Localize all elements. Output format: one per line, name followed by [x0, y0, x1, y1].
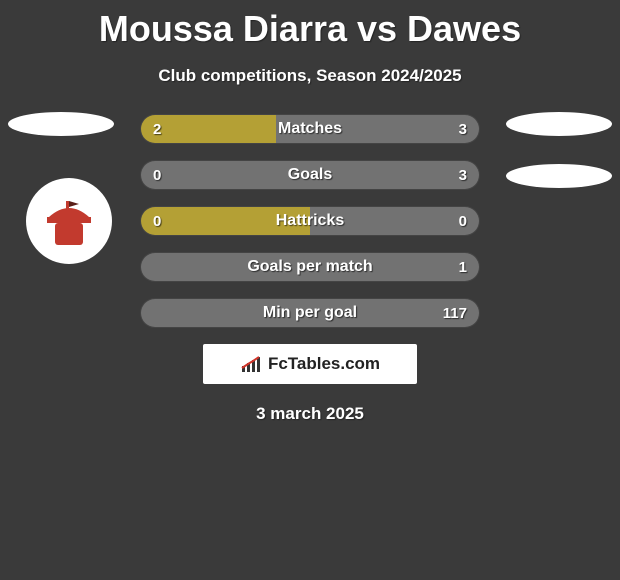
stat-label: Goals per match — [141, 253, 479, 281]
stat-value-right: 117 — [443, 299, 467, 327]
subtitle: Club competitions, Season 2024/2025 — [0, 66, 620, 86]
stat-value-right: 3 — [459, 115, 467, 143]
stat-value-right: 1 — [459, 253, 467, 281]
stat-value-left: 2 — [153, 115, 161, 143]
stat-row: Min per goal117 — [140, 298, 480, 328]
stat-row: Matches2 3 — [140, 114, 480, 144]
player-right-placeholder — [506, 112, 612, 136]
attribution-text: FcTables.com — [268, 354, 380, 374]
stat-value-left: 0 — [153, 161, 161, 189]
stat-label: Matches — [141, 115, 479, 143]
attribution-badge: FcTables.com — [203, 344, 417, 384]
page-title: Moussa Diarra vs Dawes — [0, 0, 620, 50]
comparison-content: Matches23Goals03Hattricks00Goals per mat… — [0, 114, 620, 424]
stat-label: Goals — [141, 161, 479, 189]
team-left-badge — [26, 178, 112, 264]
fort-icon — [41, 193, 97, 249]
stat-row: Goals per match1 — [140, 252, 480, 282]
stats-bars: Matches23Goals03Hattricks00Goals per mat… — [140, 114, 480, 328]
stat-value-left: 0 — [153, 207, 161, 235]
chart-icon — [240, 354, 262, 374]
stat-row: Goals0 3 — [140, 160, 480, 190]
stat-value-right: 3 — [459, 161, 467, 189]
date-label: 3 march 2025 — [0, 404, 620, 424]
stat-value-right: 0 — [459, 207, 467, 235]
stat-label: Min per goal — [141, 299, 479, 327]
team-right-placeholder — [506, 164, 612, 188]
stat-row: Hattricks0 0 — [140, 206, 480, 236]
player-left-placeholder — [8, 112, 114, 136]
stat-label: Hattricks — [141, 207, 479, 235]
